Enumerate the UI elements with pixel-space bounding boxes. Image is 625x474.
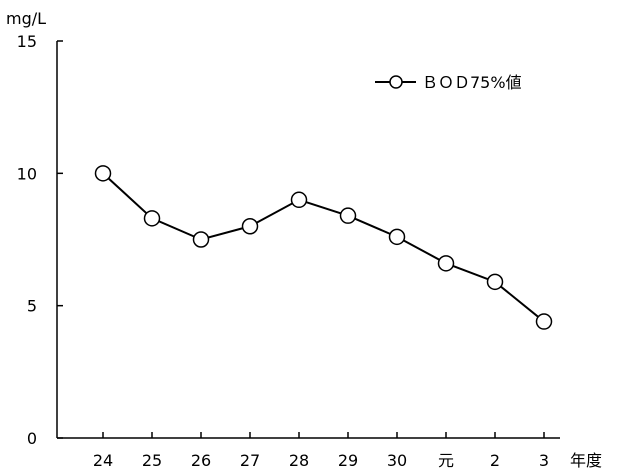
data-point — [94, 165, 112, 182]
legend-marker — [389, 75, 403, 89]
data-point — [535, 313, 553, 330]
y-tick-label: 10 — [17, 164, 37, 183]
x-axis-label: 年度 — [570, 451, 602, 470]
y-axis-label: mg/L — [6, 9, 46, 28]
legend-label: ＢＯＤ75%値 — [422, 73, 522, 92]
data-point — [241, 218, 259, 235]
y-tick-label: 5 — [27, 297, 37, 316]
x-tick-label: 2 — [490, 451, 500, 470]
data-point — [339, 207, 357, 224]
data-point — [192, 231, 210, 248]
data-point — [437, 255, 455, 272]
x-tick-label: 元 — [438, 451, 454, 470]
x-tick-label: 29 — [338, 451, 358, 470]
x-tick-label: 25 — [142, 451, 162, 470]
y-tick-label: 0 — [27, 429, 37, 448]
x-tick-label: 24 — [93, 451, 113, 470]
x-tick-label: 28 — [289, 451, 309, 470]
series-line — [102, 172, 545, 323]
data-point — [388, 228, 406, 246]
data-point — [290, 191, 308, 209]
data-point — [143, 210, 161, 227]
y-tick-label: 15 — [17, 32, 37, 51]
legend: ＢＯＤ75%値 — [375, 73, 522, 92]
data-point — [486, 273, 504, 291]
x-tick-label: 3 — [539, 451, 549, 470]
x-tick-label: 27 — [240, 451, 260, 470]
x-tick-label: 30 — [387, 451, 407, 470]
x-tick-label: 26 — [191, 451, 211, 470]
